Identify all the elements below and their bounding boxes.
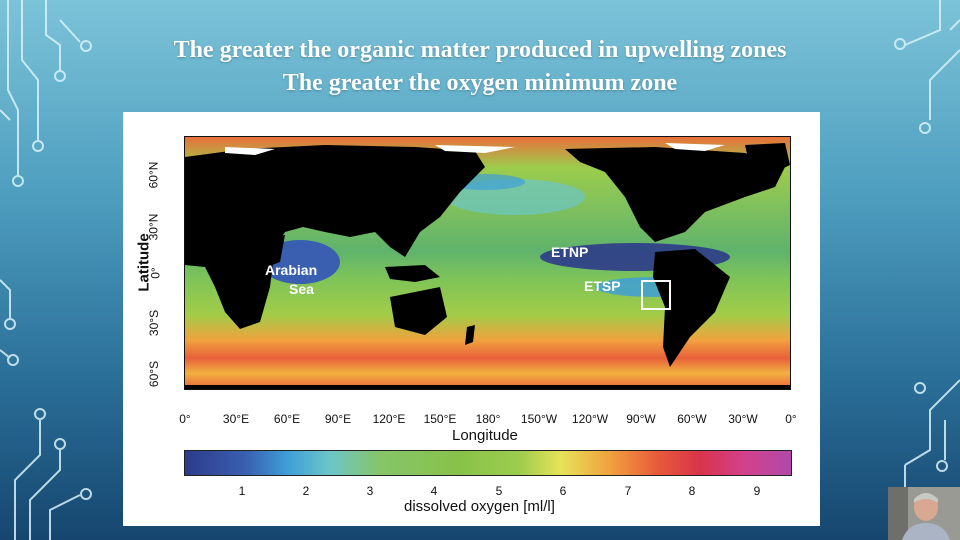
lon-tick: 0° bbox=[179, 412, 191, 426]
etsp-box bbox=[641, 280, 671, 310]
x-axis-title: Longitude bbox=[452, 427, 518, 444]
presenter-webcam bbox=[888, 487, 960, 540]
lon-tick: 30°W bbox=[728, 412, 758, 426]
lon-tick: 0° bbox=[785, 412, 797, 426]
label-sea: Sea bbox=[289, 281, 314, 297]
colorbar-tick: 1 bbox=[238, 484, 246, 498]
lat-tick-60n: 60°N bbox=[146, 161, 161, 189]
lon-tick: 120°W bbox=[571, 412, 609, 426]
lon-tick: 150°W bbox=[520, 412, 558, 426]
colorbar-tick: 7 bbox=[624, 484, 632, 498]
world-oxygen-map bbox=[184, 136, 791, 390]
lon-tick: 120°E bbox=[372, 412, 406, 426]
lat-tick-60s: 60°S bbox=[147, 360, 162, 388]
lon-tick: 150°E bbox=[423, 412, 457, 426]
label-etsp: ETSP bbox=[584, 278, 621, 294]
slide-title: The greater the organic matter produced … bbox=[0, 34, 960, 100]
lon-tick: 60°W bbox=[677, 412, 707, 426]
map-graphic bbox=[185, 137, 790, 389]
lat-tick-30s: 30°S bbox=[147, 309, 162, 337]
label-etnp: ETNP bbox=[551, 244, 589, 260]
lon-tick: 60°E bbox=[273, 412, 301, 426]
colorbar-tick: 6 bbox=[559, 484, 567, 498]
colorbar-tick: 3 bbox=[366, 484, 374, 498]
y-axis-title: Latitude bbox=[135, 233, 153, 292]
lon-tick: 180° bbox=[475, 412, 501, 426]
colorbar-tick: 5 bbox=[495, 484, 503, 498]
colorbar-tick: 4 bbox=[430, 484, 438, 498]
colorbar-tick: 9 bbox=[753, 484, 761, 498]
title-line-1: The greater the organic matter produced … bbox=[173, 37, 787, 63]
lon-tick: 90°E bbox=[324, 412, 352, 426]
lon-tick: 30°E bbox=[222, 412, 250, 426]
colorbar bbox=[184, 450, 792, 476]
colorbar-tick: 2 bbox=[302, 484, 310, 498]
lon-tick: 90°W bbox=[626, 412, 656, 426]
colorbar-tick: 8 bbox=[688, 484, 696, 498]
colorbar-label: dissolved oxygen [ml/l] bbox=[404, 498, 555, 515]
label-arabian: Arabian bbox=[265, 262, 318, 278]
title-line-2: The greater the oxygen minimum zone bbox=[282, 70, 678, 97]
